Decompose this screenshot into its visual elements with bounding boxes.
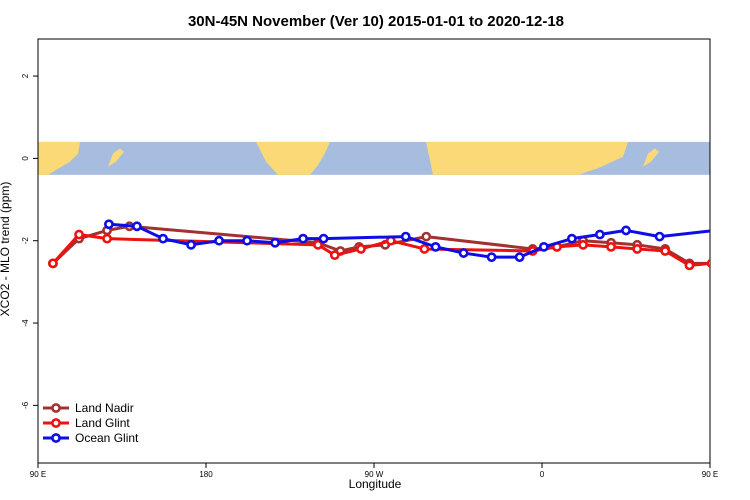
y-tick-label: -4 [21, 319, 30, 327]
data-point [458, 248, 469, 258]
data-point [214, 235, 224, 246]
map-land-eurasia-africa [426, 141, 628, 175]
legend-marker [51, 403, 61, 413]
data-point [158, 233, 168, 244]
y-tick-label: -2 [21, 237, 30, 245]
x-axis-label: Longitude [349, 477, 402, 491]
data-point [318, 233, 329, 244]
data-point [313, 239, 323, 250]
data-point [421, 231, 432, 242]
map-land-japan-west [108, 148, 124, 167]
data-point [538, 241, 549, 252]
data-point [654, 231, 665, 242]
y-tick-label: 2 [21, 73, 30, 78]
data-point [660, 246, 671, 256]
chart-title: 30N-45N November (Ver 10) 2015-01-01 to … [188, 13, 564, 30]
x-tick-label: 90 E [702, 470, 718, 479]
legend-label: Ocean Glint [75, 431, 139, 445]
data-point [742, 231, 749, 238]
map-land-asia-west [38, 141, 80, 175]
data-point [48, 258, 58, 269]
data-point [514, 252, 525, 263]
y-axis: 2 0 -2 -4 -6 [21, 73, 38, 409]
x-axis: 90 E 180 90 W 0 90 E [30, 463, 718, 479]
legend-label: Land Nadir [75, 401, 134, 415]
series-line [51, 233, 710, 267]
data-point [632, 244, 643, 254]
data-point [329, 250, 340, 261]
y-axis-label: XCO2 - MLO trend (ppm) [0, 182, 12, 317]
data-point [102, 233, 112, 244]
data-point [706, 258, 710, 268]
data-point [594, 229, 605, 240]
series-layer [48, 219, 749, 271]
x-tick-label: 180 [199, 470, 213, 479]
x-tick-label: 0 [540, 470, 545, 479]
data-point [430, 241, 441, 252]
data-point [742, 235, 749, 242]
data-point [578, 239, 588, 250]
data-point [242, 235, 252, 246]
y-tick-label: 0 [21, 156, 30, 161]
data-point [400, 231, 411, 242]
map-band [38, 141, 710, 175]
data-point [566, 233, 577, 244]
x-tick-label: 90 W [365, 470, 384, 479]
map-land-north-america [256, 141, 330, 175]
data-point [298, 233, 308, 244]
data-point [74, 229, 84, 240]
x-tick-label: 90 E [30, 470, 46, 479]
y-tick-label: -6 [21, 401, 30, 409]
data-point [132, 221, 142, 232]
legend-marker [51, 418, 61, 428]
data-point [356, 244, 366, 254]
data-point [419, 244, 430, 254]
data-point [621, 225, 631, 236]
data-point [486, 252, 497, 263]
series-ocean-glint [104, 219, 710, 263]
data-point [104, 219, 114, 230]
legend-label: Land Glint [75, 416, 130, 430]
data-point [270, 237, 280, 248]
legend-marker [51, 433, 61, 443]
data-point [606, 241, 616, 252]
data-point [186, 239, 196, 250]
data-point [684, 260, 695, 271]
series-land-nadir [48, 221, 749, 269]
map-land-japan-east [643, 148, 659, 167]
